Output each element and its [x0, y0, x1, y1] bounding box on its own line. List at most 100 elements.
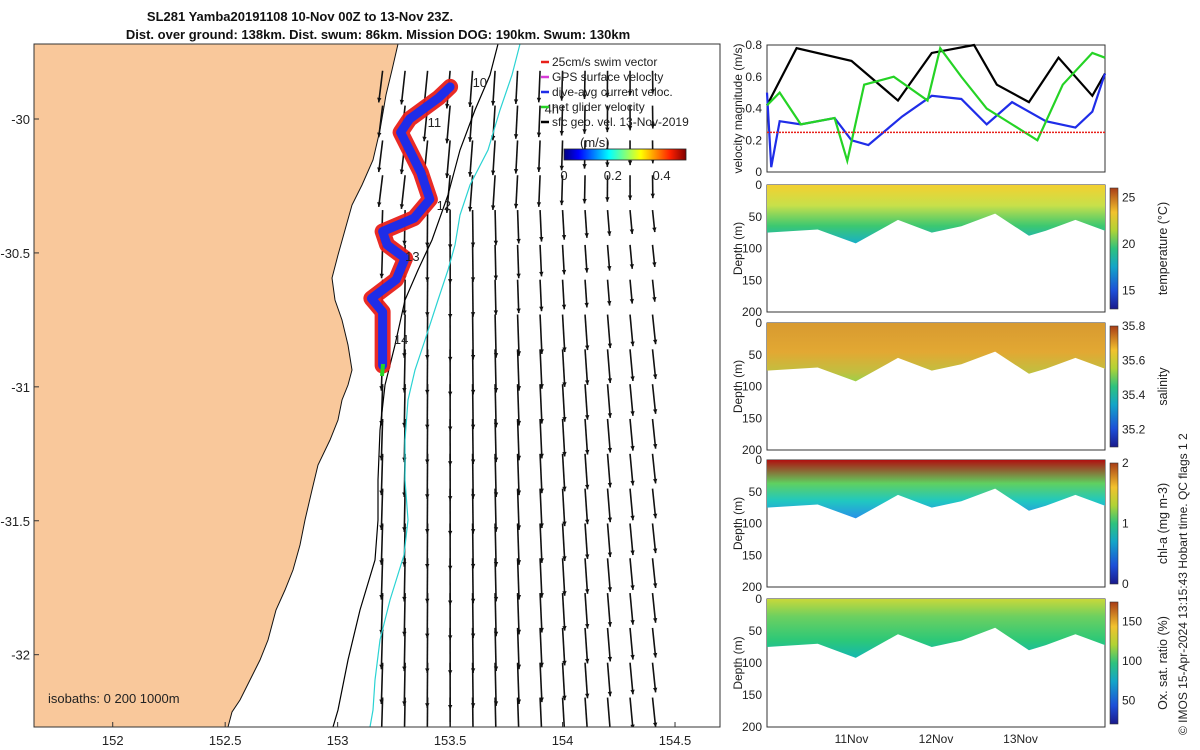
current-arrow	[537, 140, 541, 172]
current-arrow-head	[650, 193, 655, 199]
day-label: 14	[394, 332, 408, 347]
current-arrow	[494, 244, 497, 281]
map-x-tick-label: 153	[327, 733, 349, 748]
current-arrow	[380, 662, 384, 705]
current-arrow-head	[493, 310, 499, 315]
current-arrow	[380, 593, 384, 635]
current-arrow	[606, 349, 612, 384]
current-arrow-head	[517, 734, 521, 739]
current-arrow	[516, 244, 520, 279]
current-arrow	[651, 418, 657, 449]
depth-tick: 0	[755, 178, 762, 192]
current-arrow	[584, 279, 588, 308]
current-arrow	[560, 175, 564, 206]
colorbar-tick: 25	[1122, 190, 1136, 204]
current-arrow-head	[559, 200, 564, 206]
current-arrow	[584, 244, 588, 273]
current-arrow-head	[652, 722, 658, 727]
current-arrow	[400, 70, 406, 105]
current-arrow-head	[652, 409, 658, 414]
current-arrow-head	[559, 96, 564, 101]
velocity-series-line	[766, 45, 1106, 166]
map-y-tick-label: -30	[11, 112, 30, 127]
current-arrow	[560, 105, 564, 136]
current-arrow-head	[468, 171, 473, 177]
depth-tick: 50	[749, 485, 763, 499]
day-label: 13	[405, 249, 419, 264]
current-arrow	[380, 627, 384, 670]
current-arrow	[629, 697, 634, 727]
current-arrow-head	[539, 271, 544, 277]
current-arrow	[516, 488, 520, 530]
current-arrow	[561, 558, 566, 596]
heatmap-panel-oxygen-saturation: 0 50 100 150 200 Depth (m) 50 100 150 Ox. sat. ra…	[731, 592, 1170, 734]
current-arrow	[539, 488, 543, 529]
coastline-land	[34, 44, 399, 727]
colorbar	[1109, 462, 1119, 585]
current-arrow-head	[584, 233, 589, 238]
depth-tick: 200	[742, 580, 762, 594]
current-arrow-head	[468, 137, 473, 142]
current-arrow	[516, 314, 520, 356]
current-arrow-head	[582, 198, 587, 204]
current-arrow	[561, 384, 566, 422]
current-arrow	[584, 384, 589, 420]
current-arrow	[515, 175, 519, 209]
current-arrow	[629, 418, 634, 451]
colorbar-tick: 2	[1122, 456, 1129, 470]
current-arrow	[539, 662, 543, 703]
current-arrow-head	[445, 173, 450, 179]
current-arrow-head	[490, 205, 496, 210]
current-arrow-head	[652, 262, 657, 267]
velocity-y-tick: 0.4	[745, 102, 762, 116]
glider-track	[363, 78, 459, 377]
current-arrow-head	[562, 486, 567, 492]
current-arrow	[377, 140, 384, 173]
heatmap-section	[767, 460, 1105, 519]
current-arrow	[651, 453, 657, 484]
current-arrow-head	[630, 654, 635, 660]
current-arrow-head	[585, 345, 590, 351]
current-arrow-head	[562, 660, 567, 666]
colorbar-tick: 35.8	[1122, 319, 1146, 333]
current-arrow	[606, 593, 612, 627]
current-arrow-head	[627, 90, 633, 96]
current-arrow	[403, 697, 406, 727]
colorbar-tick: 35.2	[1122, 423, 1146, 437]
current-arrow-head	[652, 548, 658, 554]
current-arrow	[380, 697, 384, 727]
current-arrow	[377, 105, 384, 138]
current-arrow-head	[540, 732, 544, 737]
current-arrow	[516, 662, 520, 705]
current-arrow-head	[652, 583, 658, 588]
current-arrow	[584, 349, 589, 385]
heatmap-section	[767, 323, 1105, 382]
map-y-tick-label: -32	[11, 648, 30, 663]
current-arrow-head	[536, 132, 542, 138]
current-arrow-head	[425, 277, 430, 282]
current-arrow	[494, 453, 497, 497]
current-arrow-head	[536, 167, 542, 172]
colorbar-label: chl-a (mg m-3)	[1156, 483, 1170, 564]
map-x-tick-label: 154.5	[659, 733, 692, 748]
current-arrow	[537, 70, 541, 103]
current-arrow	[584, 488, 589, 525]
current-arrow	[516, 418, 520, 461]
speed-colorbar	[563, 148, 687, 161]
title-line1: SL281 Yamba20191108 10-Nov 00Z to 13-Nov…	[147, 9, 453, 24]
current-arrow-head	[605, 162, 610, 167]
current-arrow	[561, 418, 566, 457]
current-arrow-head	[379, 273, 384, 279]
current-arrow-head	[607, 691, 613, 697]
hour-label: 4h	[545, 102, 559, 117]
current-arrow	[539, 593, 543, 633]
current-arrow-head	[516, 308, 521, 314]
current-arrow	[516, 558, 520, 600]
current-arrow-head	[470, 312, 476, 317]
current-arrow	[492, 70, 496, 106]
current-arrow-head	[425, 242, 430, 248]
current-arrow	[516, 210, 520, 244]
current-arrow	[494, 558, 497, 602]
